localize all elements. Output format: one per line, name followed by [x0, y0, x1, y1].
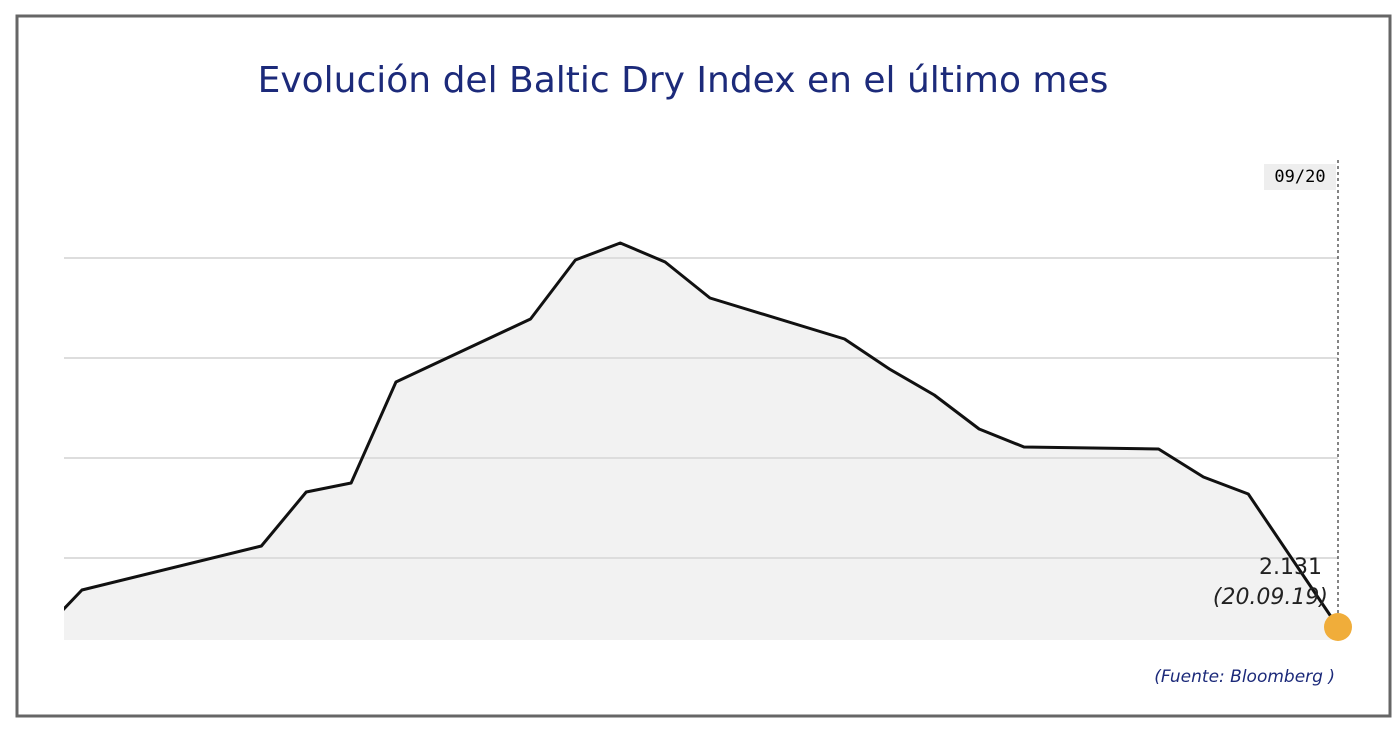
area [64, 243, 1338, 640]
plot-area [64, 241, 1340, 640]
line [64, 241, 1340, 628]
source: (Fuente: Bloomberg ) [1154, 667, 1335, 687]
value-label: 2.131 [1259, 555, 1322, 580]
date-label: (20.09.19) [1213, 585, 1328, 610]
chart-title: Evolución del Baltic Dry Index en el últ… [258, 60, 1109, 101]
cursor-label-bg [1264, 164, 1336, 190]
last-point [1324, 613, 1352, 641]
cursor-label: 09/20 [1274, 167, 1325, 187]
overlay: 09/20 2.131 (20.09.19) [1213, 160, 1352, 641]
